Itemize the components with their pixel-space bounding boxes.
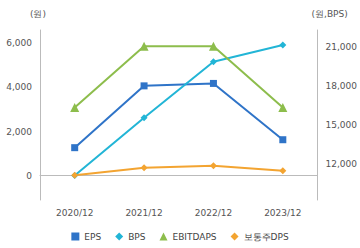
svg-text:2023/12: 2023/12 (264, 208, 301, 218)
svg-text:0: 0 (26, 171, 32, 181)
svg-text:4,000: 4,000 (6, 82, 32, 92)
svg-text:2,000: 2,000 (6, 127, 32, 137)
svg-text:21,000: 21,000 (326, 42, 358, 52)
svg-text:EBITDAPS: EBITDAPS (172, 232, 216, 242)
svg-text:2020/12: 2020/12 (56, 208, 93, 218)
svg-text:2022/12: 2022/12 (195, 208, 232, 218)
svg-text:BPS: BPS (128, 232, 146, 242)
svg-text:(원,BPS): (원,BPS) (312, 9, 348, 19)
svg-text:(원): (원) (30, 9, 46, 19)
svg-text:6,000: 6,000 (6, 38, 32, 48)
svg-text:18,000: 18,000 (326, 81, 358, 91)
svg-text:15,000: 15,000 (326, 120, 358, 130)
svg-text:EPS: EPS (84, 232, 101, 242)
svg-text:보통주DPS: 보통주DPS (244, 232, 289, 242)
svg-text:2021/12: 2021/12 (125, 208, 162, 218)
svg-text:12,000: 12,000 (326, 159, 358, 169)
